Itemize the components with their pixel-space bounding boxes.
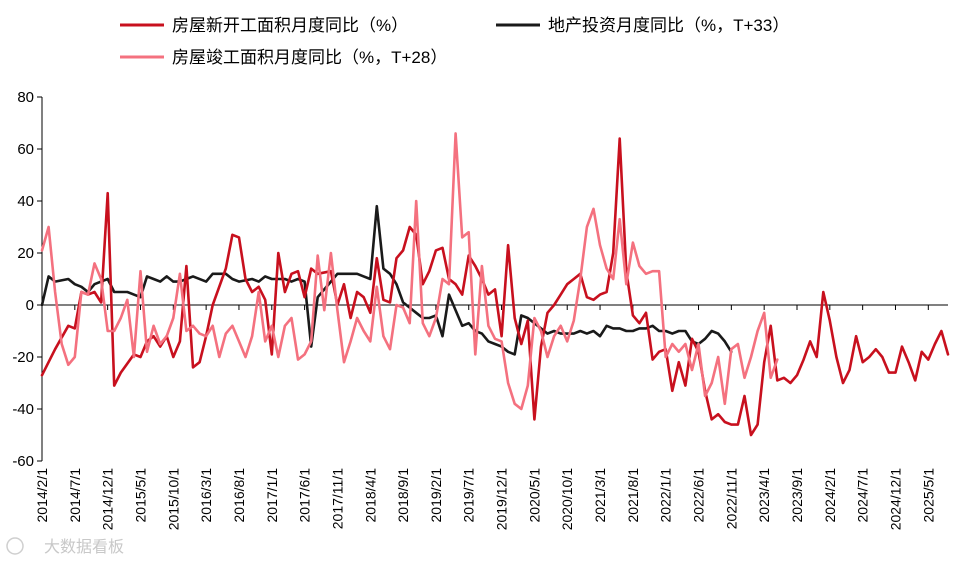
legend-item-2: 房屋竣工面积月度同比（%，T+28） bbox=[120, 48, 447, 67]
x-tick-label: 2017/1/1 bbox=[264, 468, 280, 523]
x-tick-label: 2019/2/1 bbox=[428, 468, 444, 523]
watermark: 大数据看板 bbox=[6, 537, 124, 556]
watermark-text: 大数据看板 bbox=[44, 538, 124, 556]
x-tick-label: 2022/6/1 bbox=[691, 468, 707, 523]
x-tick-label: 2023/4/1 bbox=[756, 468, 772, 523]
x-tick-label: 2014/2/1 bbox=[34, 468, 50, 523]
legend-label: 地产投资月度同比（%，T+33） bbox=[548, 16, 789, 35]
y-tick-label: 60 bbox=[17, 141, 34, 158]
legend-item-0: 房屋新开工面积月度同比（%） bbox=[120, 16, 408, 35]
y-axis: 80 60 40 20 0 -20 -40 -60 bbox=[12, 89, 43, 470]
x-tick-label: 2021/8/1 bbox=[625, 468, 641, 523]
x-tick-label: 2025/5/1 bbox=[920, 468, 936, 523]
y-tick-label: 0 bbox=[26, 297, 34, 314]
y-tick-label: -60 bbox=[12, 453, 34, 470]
x-tick-label: 2019/12/1 bbox=[494, 468, 510, 530]
series-layer bbox=[40, 132, 950, 437]
x-tick-label: 2015/5/1 bbox=[132, 468, 148, 523]
y-tick-label: 20 bbox=[17, 245, 34, 262]
y-tick-label: -40 bbox=[12, 401, 34, 418]
x-tick-label: 2015/10/1 bbox=[165, 468, 181, 530]
y-tick-label: 80 bbox=[17, 89, 34, 106]
x-axis: 2014/2/1 2014/7/1 2014/12/1 2015/5/1 2015/10… bbox=[34, 304, 948, 530]
x-tick-label: 2014/7/1 bbox=[67, 468, 83, 523]
x-tick-label: 2017/11/1 bbox=[329, 468, 345, 529]
x-tick-label: 2018/4/1 bbox=[362, 468, 378, 523]
series-line-0 bbox=[40, 137, 950, 437]
x-tick-label: 2020/5/1 bbox=[526, 468, 542, 523]
x-tick-label: 2024/2/1 bbox=[822, 468, 838, 523]
legend: 房屋新开工面积月度同比（%） 地产投资月度同比（%，T+33） 房屋竣工面积月度同比… bbox=[120, 16, 789, 67]
x-tick-label: 2023/9/1 bbox=[789, 468, 805, 523]
x-tick-label: 2014/12/1 bbox=[100, 468, 116, 530]
series-line-2 bbox=[40, 132, 779, 411]
x-tick-label: 2022/11/1 bbox=[723, 468, 739, 529]
watermark-logo-icon bbox=[6, 537, 24, 555]
legend-label: 房屋竣工面积月度同比（%，T+28） bbox=[172, 48, 447, 67]
x-tick-label: 2022/1/1 bbox=[658, 468, 674, 523]
x-tick-label: 2018/9/1 bbox=[395, 468, 411, 523]
x-tick-label: 2024/12/1 bbox=[887, 468, 903, 530]
y-tick-label: 40 bbox=[17, 193, 34, 210]
legend-label: 房屋新开工面积月度同比（%） bbox=[172, 16, 408, 35]
x-tick-label: 2024/7/1 bbox=[855, 468, 871, 523]
x-tick-label: 2019/7/1 bbox=[461, 468, 477, 523]
x-tick-label: 2016/3/1 bbox=[198, 468, 214, 523]
x-tick-label: 2020/10/1 bbox=[559, 468, 575, 530]
x-tick-label: 2017/6/1 bbox=[297, 468, 313, 523]
x-tick-label: 2016/8/1 bbox=[231, 468, 247, 523]
x-tick-label: 2021/3/1 bbox=[592, 468, 608, 523]
y-tick-label: -20 bbox=[12, 349, 34, 366]
legend-item-1: 地产投资月度同比（%，T+33） bbox=[496, 16, 789, 35]
